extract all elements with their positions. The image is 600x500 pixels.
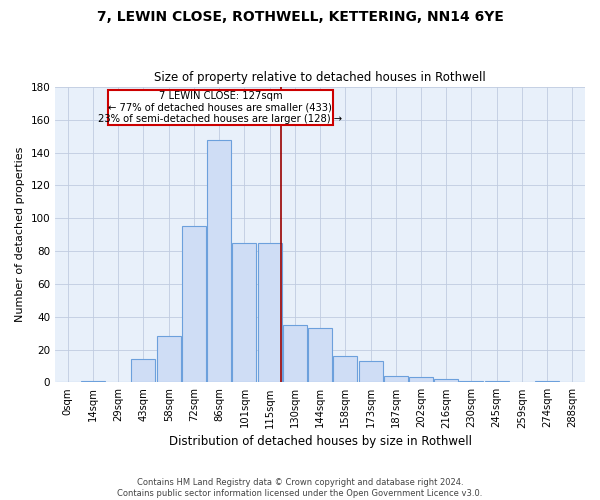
Bar [384,376,408,382]
Bar [232,243,256,382]
Bar [207,140,231,382]
Bar [81,380,105,382]
Y-axis label: Number of detached properties: Number of detached properties [15,147,25,322]
Bar [485,380,509,382]
Bar [334,356,357,382]
Bar [460,380,484,382]
Bar [131,360,155,382]
Bar [283,325,307,382]
Text: 7 LEWIN CLOSE: 127sqm
← 77% of detached houses are smaller (433)
23% of semi-det: 7 LEWIN CLOSE: 127sqm ← 77% of detached … [98,91,343,124]
Bar [182,226,206,382]
FancyBboxPatch shape [108,90,332,125]
Bar [359,361,383,382]
Title: Size of property relative to detached houses in Rothwell: Size of property relative to detached ho… [154,72,486,85]
Text: 7, LEWIN CLOSE, ROTHWELL, KETTERING, NN14 6YE: 7, LEWIN CLOSE, ROTHWELL, KETTERING, NN1… [97,10,503,24]
Bar [257,243,281,382]
Bar [308,328,332,382]
Bar [409,378,433,382]
X-axis label: Distribution of detached houses by size in Rothwell: Distribution of detached houses by size … [169,434,472,448]
Bar [434,379,458,382]
Bar [157,336,181,382]
Bar [535,380,559,382]
Text: Contains HM Land Registry data © Crown copyright and database right 2024.
Contai: Contains HM Land Registry data © Crown c… [118,478,482,498]
